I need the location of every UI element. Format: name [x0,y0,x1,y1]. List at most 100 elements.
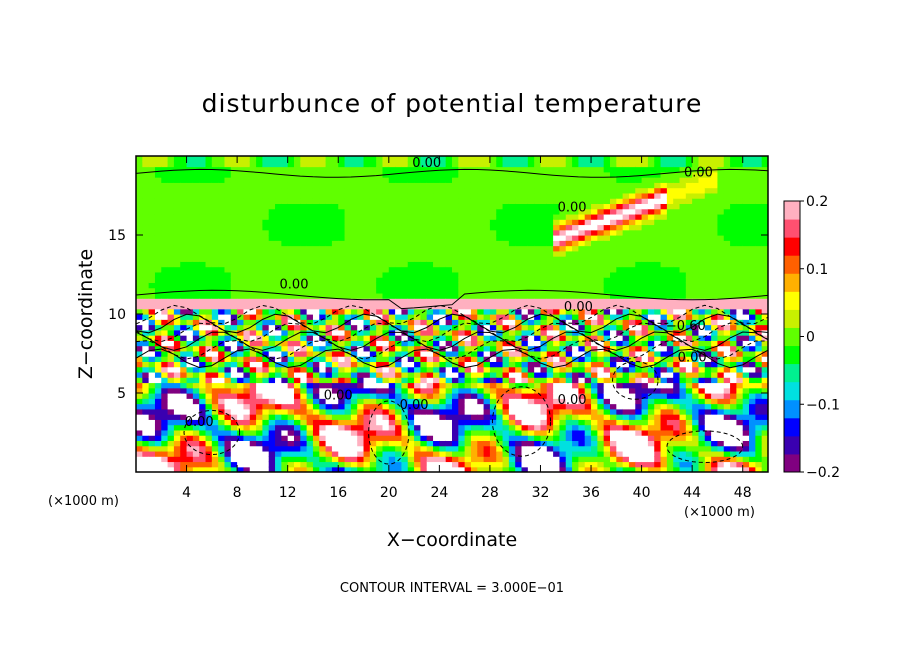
heatmap-cell [338,371,346,378]
heatmap-cell [641,440,649,447]
heatmap-cell [591,456,598,463]
heatmap-cell [237,345,245,352]
heatmap-cell [350,182,358,189]
heatmap-cell [294,245,301,252]
heatmap-cell [572,261,579,268]
heatmap-cell [148,324,156,331]
heatmap-cell [553,414,561,420]
heatmap-cell [275,235,282,241]
heatmap-cell [211,219,219,226]
heatmap-cell [515,361,523,368]
heatmap-cell [489,398,497,405]
heatmap-cell [148,303,156,310]
heatmap-cell [445,271,453,278]
heatmap-cell [483,235,491,241]
heatmap-cell [154,298,162,305]
heatmap-cell [584,366,592,373]
heatmap-cell [369,340,377,347]
heatmap-cell [205,198,213,204]
heatmap-cell [180,287,188,294]
heatmap-cell [376,466,384,472]
heatmap-cell [319,445,327,452]
heatmap-cell [312,177,320,183]
heatmap-cell [647,298,655,305]
heatmap-cell [654,250,662,257]
heatmap-cell [553,171,561,178]
heatmap-cell [243,329,251,336]
heatmap-cell [641,377,649,384]
heatmap-cell [268,398,276,405]
heatmap-cell [363,282,371,289]
heatmap-cell [610,203,617,210]
heatmap-cell [654,345,662,352]
heatmap-cell [161,208,169,215]
heatmap-cell [464,345,472,352]
heatmap-cell [294,256,301,262]
heatmap-cell [464,298,472,305]
heatmap-cell [426,245,434,252]
heatmap-cell [591,203,598,210]
heatmap-cell [496,361,504,368]
heatmap-cell [382,287,390,294]
heatmap-cell [230,277,238,283]
heatmap-cell [622,419,630,426]
heatmap-cell [433,171,440,178]
heatmap-cell [540,213,548,220]
heatmap-cell [388,156,396,162]
heatmap-cell [527,382,535,389]
heatmap-cell [249,314,257,320]
heatmap-cell [559,324,567,331]
heatmap-cell [464,187,472,194]
heatmap-cell [287,240,295,247]
heatmap-cell [344,213,352,220]
heatmap-cell [357,303,365,310]
heatmap-cell [186,419,194,426]
heatmap-cell [294,329,301,336]
heatmap-cell [388,393,396,399]
heatmap-cell [572,414,579,420]
heatmap-cell [312,224,320,231]
heatmap-cell [414,261,421,268]
heatmap-cell [249,456,257,463]
heatmap-cell [186,208,194,215]
heatmap-cell [527,166,535,173]
heatmap-cell [319,261,327,268]
heatmap-cell [154,314,162,320]
heatmap-cell [565,371,573,378]
heatmap-cell [167,266,175,273]
heatmap-cell [433,292,440,299]
heatmap-cell [395,424,403,431]
heatmap-cell [445,177,453,183]
heatmap-cell [230,187,238,194]
heatmap-cell [502,298,510,305]
heatmap-cell [610,298,617,305]
heatmap-cell [237,350,245,357]
heatmap-cell [199,424,207,431]
heatmap-cell [502,403,510,410]
heatmap-cell [312,261,320,268]
heatmap-cell [591,219,598,226]
heatmap-cell [414,182,421,189]
heatmap-cell [414,266,421,273]
heatmap-cell [154,240,162,247]
heatmap-cell [628,466,636,472]
heatmap-cell [578,350,586,357]
heatmap-cell [464,461,472,468]
heatmap-cell [306,208,314,215]
heatmap-cell [622,329,630,336]
heatmap-cell [477,466,485,472]
heatmap-cell [376,398,384,405]
heatmap-cell [458,319,466,326]
heatmap-cell [635,435,643,441]
heatmap-cell [597,271,605,278]
heatmap-cell [249,282,257,289]
heatmap-cell [559,203,567,210]
heatmap-cell [496,466,504,472]
heatmap-cell [616,403,624,410]
heatmap-cell [300,282,308,289]
heatmap-cell [199,208,207,215]
heatmap-cell [249,419,257,426]
heatmap-cell [515,408,523,415]
heatmap-cell [376,324,384,331]
heatmap-cell [268,345,276,352]
